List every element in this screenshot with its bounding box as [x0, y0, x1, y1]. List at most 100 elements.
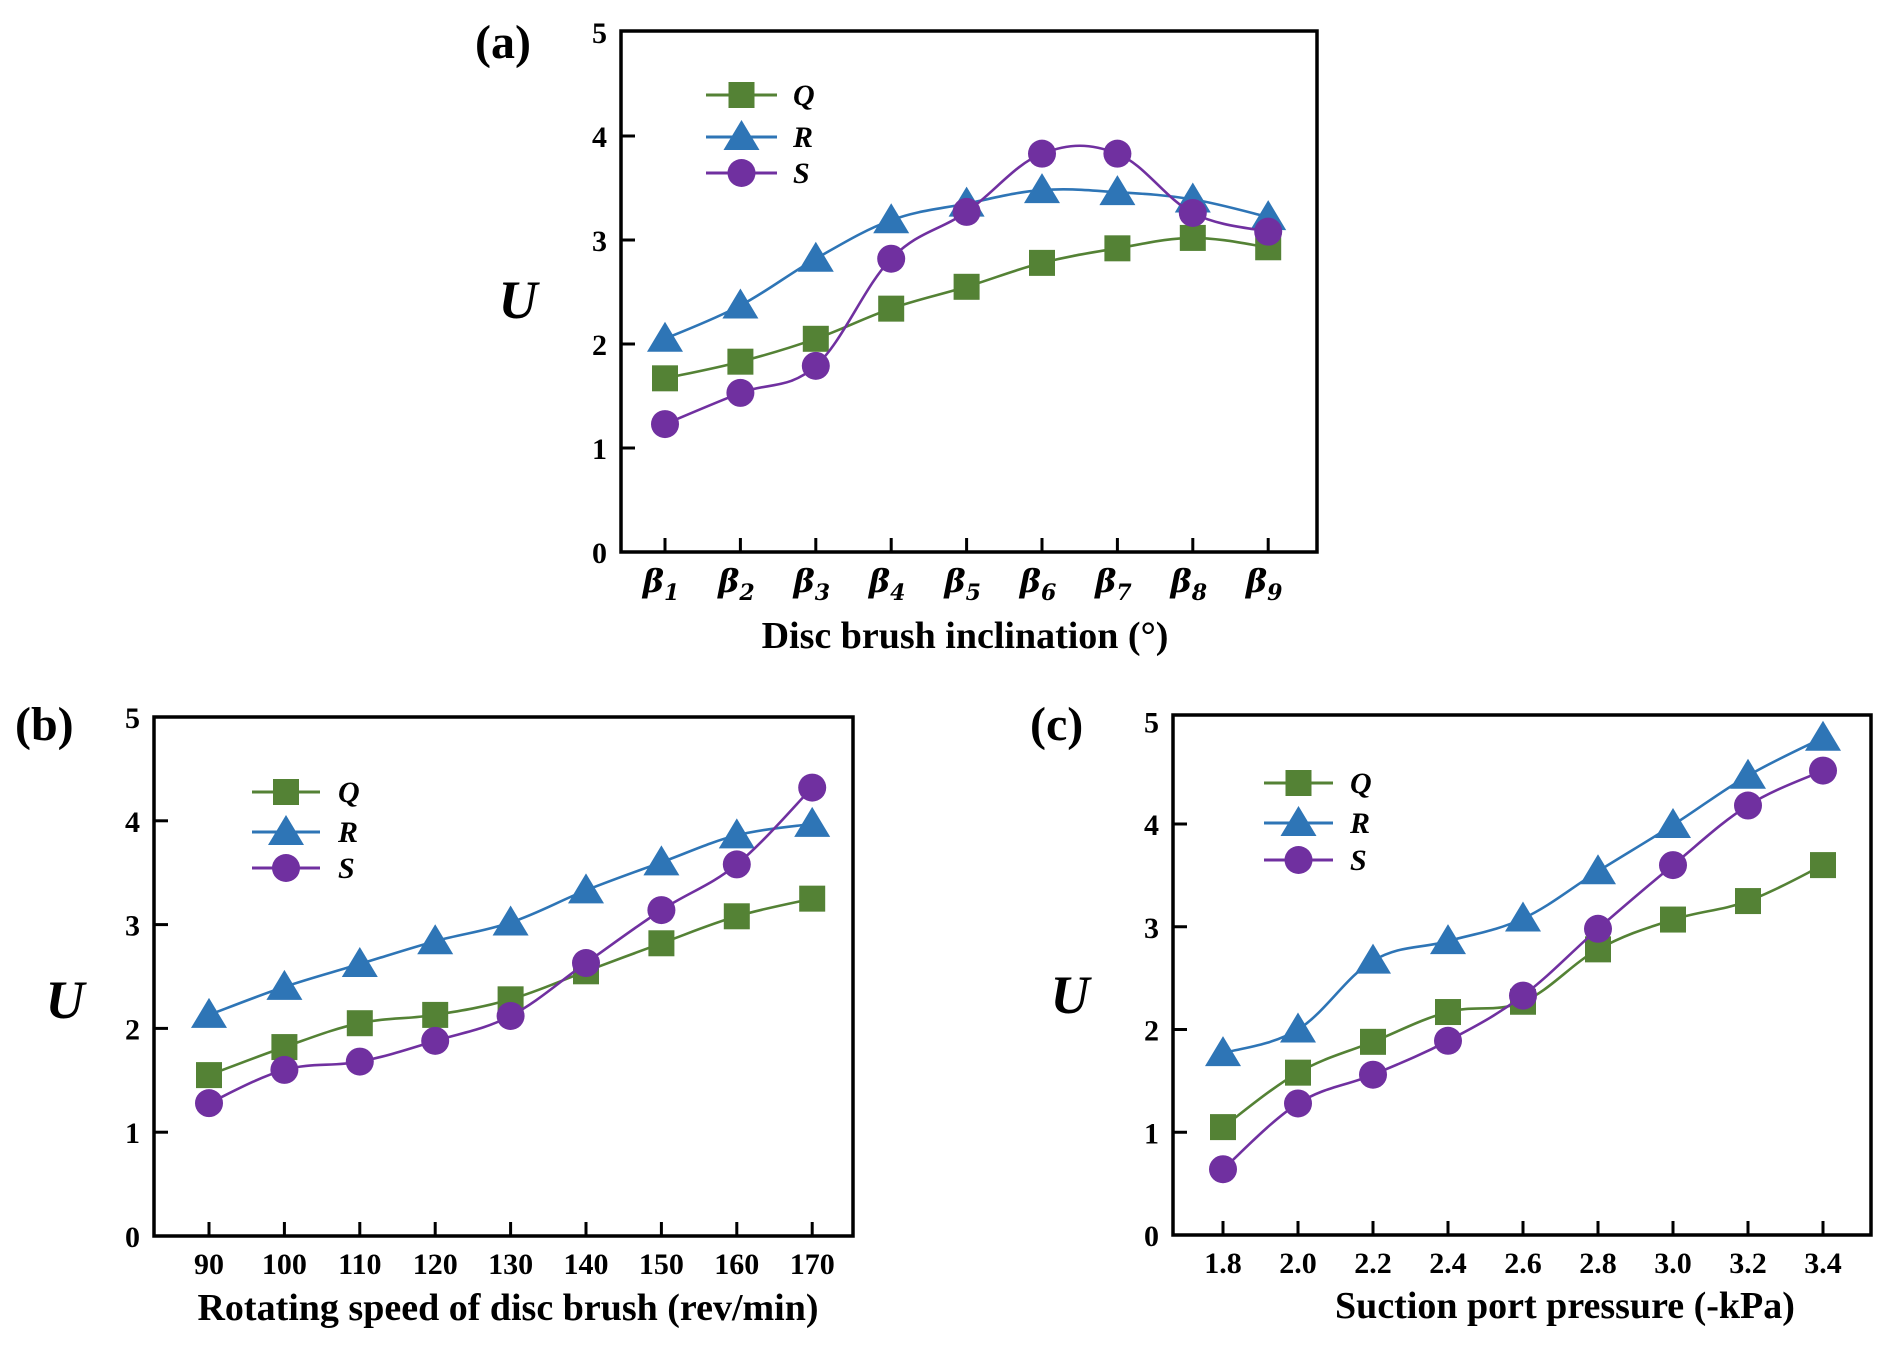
- x-tick-label: β5: [943, 562, 981, 606]
- legend-marker-q: [273, 779, 299, 805]
- x-tick-label: β3: [793, 562, 831, 606]
- y-tick-label: 3: [592, 225, 607, 258]
- data-point-r: [1655, 808, 1691, 839]
- data-point-q: [1435, 999, 1461, 1026]
- x-axis-title: Disc brush inclination (°): [762, 615, 1169, 657]
- x-tick-label: β1: [642, 562, 680, 606]
- x-tick-label: β4: [868, 562, 906, 606]
- data-point-q: [1029, 249, 1055, 276]
- data-point-q: [878, 295, 905, 322]
- legend-label: S: [1350, 844, 1367, 877]
- x-tick-subscript: 6: [1041, 580, 1056, 606]
- data-point-q: [953, 273, 980, 300]
- panel-label: (a): [475, 16, 531, 69]
- x-tick-label: 130: [488, 1248, 533, 1281]
- x-tick-label: β2: [717, 562, 755, 606]
- x-tick-label: β9: [1245, 562, 1283, 606]
- data-point-s: [1103, 139, 1132, 168]
- series-line-q: [664, 236, 1269, 380]
- data-point-s: [651, 410, 679, 439]
- data-point-s: [270, 1055, 299, 1084]
- x-tick-symbol: β: [943, 562, 965, 600]
- x-tick-label: 3.0: [1654, 1247, 1692, 1280]
- data-point-r: [568, 873, 604, 904]
- legend: QRS: [252, 776, 360, 885]
- legend-label: S: [338, 852, 355, 885]
- x-tick-symbol: β: [868, 562, 890, 600]
- y-tick-label: 1: [125, 1117, 140, 1150]
- x-tick-subscript: 8: [1191, 580, 1207, 606]
- x-axis-title: Rotating speed of disc brush (rev/min): [197, 1287, 818, 1329]
- data-point-s: [421, 1026, 450, 1055]
- data-point-r: [1024, 173, 1060, 204]
- data-point-r: [643, 845, 680, 876]
- data-point-q: [1810, 852, 1836, 879]
- x-tick-symbol: β: [1019, 562, 1041, 600]
- data-point-q: [1360, 1028, 1386, 1055]
- y-tick-label: 0: [125, 1221, 140, 1254]
- data-point-s: [1254, 217, 1283, 246]
- x-tick-subscript: 9: [1267, 580, 1282, 606]
- data-point-q: [727, 348, 754, 375]
- x-tick-symbol: β: [1094, 562, 1116, 600]
- data-point-r: [1280, 1012, 1316, 1043]
- data-point-s: [726, 378, 755, 407]
- data-point-s: [572, 949, 600, 978]
- data-point-q: [196, 1062, 222, 1089]
- data-point-r: [1430, 924, 1466, 955]
- data-point-r: [492, 905, 529, 936]
- x-tick-label: 3.2: [1729, 1247, 1767, 1280]
- data-point-s: [801, 351, 830, 380]
- x-tick-label: β6: [1019, 562, 1057, 606]
- y-tick-label: 0: [1144, 1220, 1159, 1253]
- y-tick-label: 4: [1144, 809, 1159, 842]
- legend-marker-s: [272, 854, 300, 882]
- legend-label: R: [792, 121, 813, 154]
- y-tick-label: 1: [592, 433, 607, 466]
- y-axis-title: U: [499, 270, 541, 330]
- data-point-s: [1509, 981, 1537, 1010]
- y-tick-label: 5: [1144, 706, 1159, 739]
- x-tick-label: 1.8: [1204, 1247, 1242, 1280]
- x-tick-symbol: β: [793, 562, 815, 600]
- data-point-q: [648, 930, 675, 957]
- y-tick-label: 3: [125, 910, 140, 943]
- x-tick-subscript: 5: [966, 580, 981, 606]
- data-point-r: [1580, 854, 1616, 885]
- data-point-q: [271, 1034, 298, 1061]
- y-tick-label: 2: [592, 329, 607, 362]
- legend-marker-q: [1285, 770, 1312, 796]
- legend-marker-s: [727, 159, 756, 187]
- data-point-s: [647, 896, 676, 925]
- x-tick-label: β8: [1170, 562, 1208, 606]
- data-point-s: [345, 1047, 374, 1076]
- data-point-q: [1179, 224, 1206, 251]
- data-point-s: [1284, 1089, 1312, 1118]
- data-point-q: [799, 885, 826, 912]
- x-tick-label: 2.2: [1354, 1247, 1392, 1280]
- data-point-q: [652, 365, 678, 392]
- panel-c: (c) 0 1 2 3 4 5 1.8 2.0 2.2 2.4 2.6 2.8 3.0 3.2 3.4 U Suc…: [1030, 698, 1873, 1327]
- data-point-r: [1805, 720, 1841, 751]
- series-line-s: [208, 786, 814, 1105]
- data-point-r: [722, 288, 759, 319]
- data-point-r: [873, 203, 910, 234]
- x-tick-label: 90: [194, 1248, 224, 1281]
- data-point-q: [1735, 888, 1761, 915]
- data-point-q: [802, 325, 829, 352]
- x-tick-label: 2.0: [1279, 1247, 1317, 1280]
- y-axis-title: U: [1051, 965, 1093, 1025]
- x-tick-label: 100: [262, 1248, 307, 1281]
- x-tick-symbol: β: [717, 562, 739, 600]
- data-point-s: [1584, 914, 1612, 943]
- data-point-q: [1660, 906, 1686, 933]
- data-point-s: [1359, 1060, 1387, 1089]
- data-point-s: [722, 850, 751, 879]
- data-point-s: [1434, 1026, 1462, 1055]
- x-tick-label: 160: [714, 1248, 759, 1281]
- data-point-r: [1205, 1036, 1241, 1067]
- data-point-q: [1210, 1114, 1236, 1141]
- x-axis-title: Suction port pressure (-kPa): [1335, 1285, 1795, 1327]
